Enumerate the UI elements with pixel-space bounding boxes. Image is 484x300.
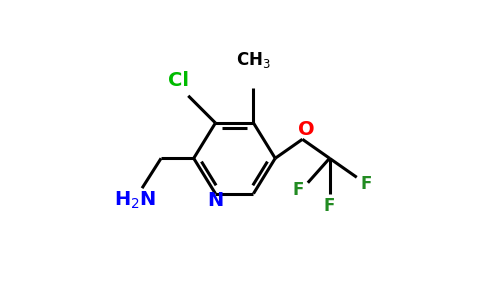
Text: F: F bbox=[324, 197, 335, 215]
Text: H$_2$N: H$_2$N bbox=[114, 190, 156, 211]
Text: CH$_3$: CH$_3$ bbox=[236, 50, 271, 70]
Text: F: F bbox=[293, 181, 304, 199]
Text: F: F bbox=[361, 175, 372, 193]
Text: Cl: Cl bbox=[168, 71, 189, 90]
Text: N: N bbox=[207, 191, 224, 210]
Text: O: O bbox=[298, 120, 315, 139]
